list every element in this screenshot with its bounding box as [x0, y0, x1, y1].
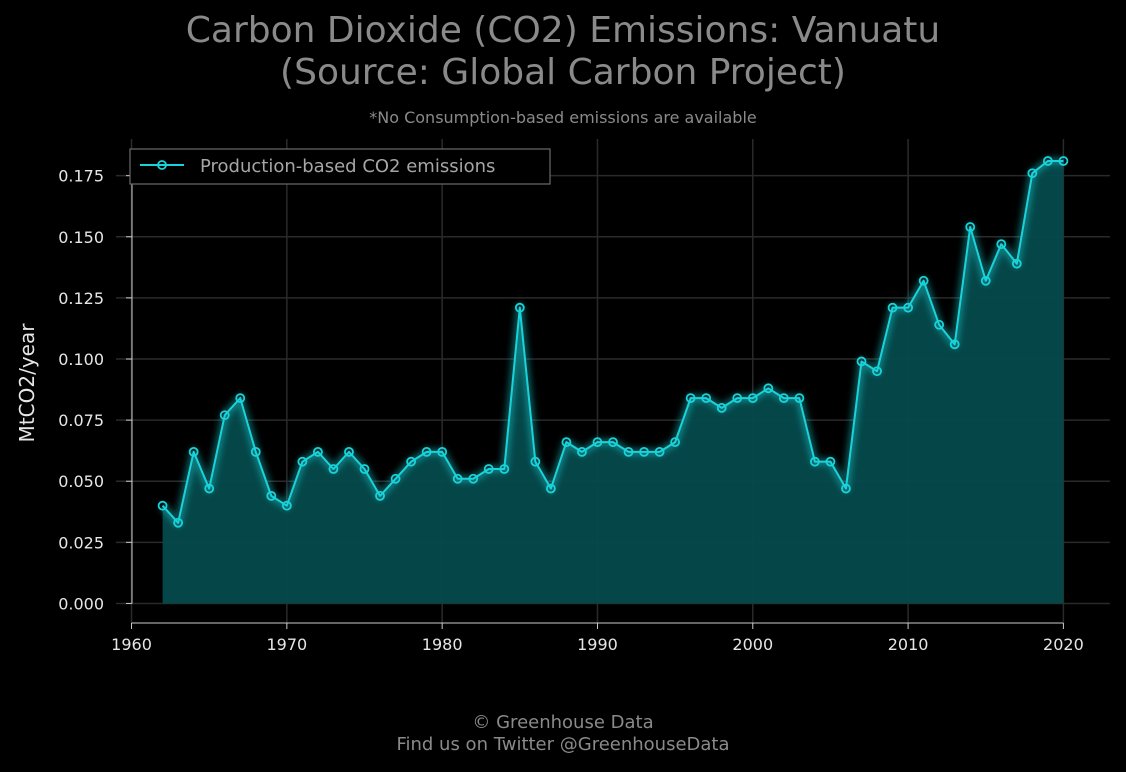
data-point	[250, 446, 261, 457]
data-point	[1042, 156, 1053, 166]
footer-copyright: © Greenhouse Data	[472, 712, 654, 733]
series-area	[162, 161, 1064, 604]
x-tick-label: 1960	[111, 635, 152, 654]
data-point	[375, 490, 385, 501]
data-point	[577, 446, 587, 457]
series-line	[161, 160, 1064, 524]
x-tick-label: 1970	[266, 635, 307, 654]
data-point	[406, 456, 416, 467]
data-point	[934, 319, 945, 330]
data-point	[204, 483, 215, 494]
data-point	[483, 464, 494, 474]
x-tick-label: 2020	[1043, 635, 1084, 654]
data-point	[623, 446, 634, 457]
data-point	[763, 383, 774, 394]
data-point	[266, 490, 277, 501]
chart-title: Carbon Dioxide (CO2) Emissions: Vanuatu …	[0, 10, 1126, 94]
data-point	[856, 356, 867, 367]
data-point	[390, 473, 401, 484]
data-point	[297, 456, 308, 467]
data-point	[421, 446, 432, 457]
data-point	[965, 222, 976, 232]
y-tick-label: 0.150	[58, 228, 104, 247]
data-point	[530, 456, 541, 467]
y-tick-label: 0.075	[58, 411, 104, 430]
data-point	[887, 302, 898, 313]
chart-subtitle: *No Consumption-based emissions are avai…	[369, 108, 757, 127]
data-point	[747, 393, 758, 404]
legend-label: Production-based CO2 emissions	[200, 156, 495, 177]
data-point	[1027, 168, 1038, 179]
data-point	[996, 239, 1007, 250]
y-tick-label: 0.025	[58, 533, 104, 552]
legend-marker	[157, 160, 167, 170]
data-point	[980, 275, 991, 286]
data-point	[281, 500, 292, 511]
data-point	[949, 339, 960, 350]
data-point	[1011, 258, 1022, 269]
data-point	[344, 446, 354, 457]
footer-twitter: Find us on Twitter @GreenhouseData	[396, 734, 730, 755]
y-tick-label: 0.050	[58, 472, 104, 491]
data-point	[701, 393, 712, 404]
data-point	[157, 500, 168, 511]
data-point	[592, 437, 603, 448]
title-line-1: Carbon Dioxide (CO2) Emissions: Vanuatu	[185, 10, 941, 51]
data-point	[903, 302, 913, 313]
data-point	[778, 393, 789, 404]
data-point	[716, 402, 727, 413]
data-point	[188, 446, 199, 457]
data-point	[545, 483, 556, 494]
data-point	[235, 393, 246, 404]
data-point	[732, 393, 743, 404]
data-point	[452, 473, 463, 484]
data-point	[825, 456, 836, 467]
data-point	[359, 464, 370, 474]
data-point	[685, 393, 696, 404]
data-point	[608, 437, 618, 448]
data-point	[313, 446, 323, 457]
data-point	[841, 483, 851, 494]
data-point	[173, 517, 184, 528]
data-point	[1058, 156, 1069, 166]
data-point	[561, 437, 572, 448]
data-point	[654, 446, 665, 457]
x-tick-label: 2010	[888, 635, 929, 654]
y-tick-label: 0.125	[58, 289, 104, 308]
x-tick-label: 1990	[577, 635, 618, 654]
x-tick-label: 1980	[422, 635, 463, 654]
y-tick-label: 0.000	[58, 594, 104, 613]
legend-box	[129, 148, 551, 185]
data-point	[437, 446, 448, 457]
y-axis-label: MtCO2/year	[15, 323, 39, 443]
data-point	[794, 393, 805, 404]
title-line-2: (Source: Global Carbon Project)	[280, 52, 846, 93]
x-tick-label: 2000	[732, 635, 773, 654]
data-point	[328, 464, 339, 474]
data-point	[468, 473, 479, 484]
data-point	[670, 437, 681, 448]
y-tick-label: 0.175	[58, 167, 104, 186]
data-point	[918, 275, 929, 286]
footer: © Greenhouse Data Find us on Twitter @Gr…	[0, 712, 1126, 756]
data-point	[872, 366, 882, 377]
data-point	[639, 446, 649, 457]
data-point	[499, 464, 510, 474]
data-point	[514, 302, 525, 313]
y-tick-label: 0.100	[58, 350, 104, 369]
data-point	[810, 456, 820, 467]
data-point	[219, 410, 230, 421]
